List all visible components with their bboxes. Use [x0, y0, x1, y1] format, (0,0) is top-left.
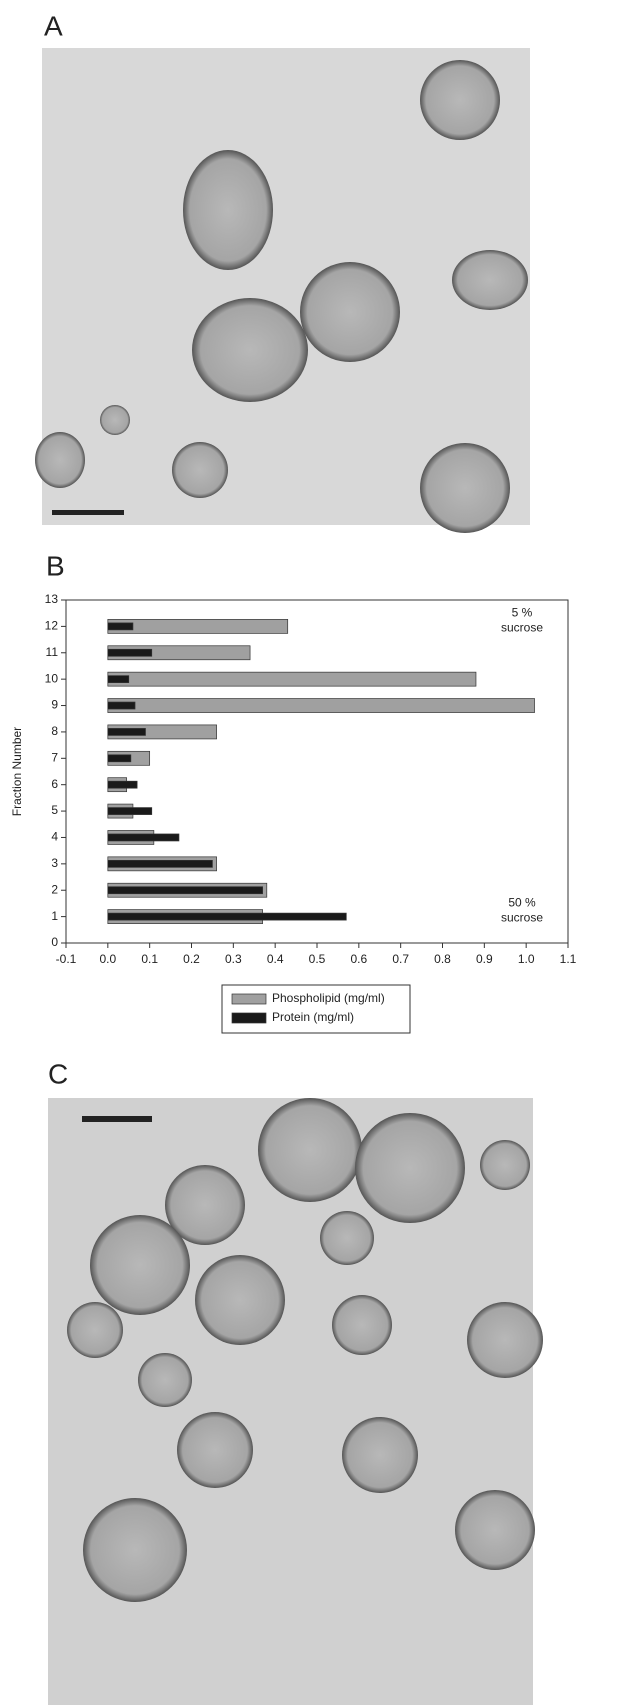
- bar: [108, 860, 213, 867]
- y-tick-label: 2: [51, 882, 58, 896]
- bar: [108, 623, 133, 630]
- micrograph-c: [48, 1098, 543, 1705]
- y-tick-label: 0: [51, 935, 58, 949]
- x-tick-label: 1.0: [518, 952, 535, 966]
- x-tick-label: 0.6: [350, 952, 367, 966]
- x-tick-label: 0.5: [309, 952, 326, 966]
- y-tick-label: 5: [51, 803, 58, 817]
- panel-label: C: [48, 1058, 68, 1089]
- legend-swatch: [232, 994, 266, 1004]
- x-tick-label: -0.1: [56, 952, 77, 966]
- chart: -0.1 0.0 0.1 0.2 0.3 0.4 0.5 0.6 0.7 0.8 0.9 1.0 1.1…: [10, 592, 576, 1033]
- micrograph-a: [35, 48, 530, 533]
- y-tick-label: 1: [51, 909, 58, 923]
- y-tick-label: 11: [46, 645, 59, 659]
- legend-label: Protein (mg/ml): [272, 1010, 354, 1024]
- panel-label: A: [44, 10, 63, 41]
- figure: A B -0.1 0.0 0.1 0.2 0.3 0.4 0.5 0.6 0.7 0.8 0.9 1.…: [0, 0, 627, 1705]
- bar: [108, 649, 152, 656]
- x-tick-label: 0.0: [99, 952, 116, 966]
- annotation: sucrose: [501, 620, 543, 634]
- annotation: 5 %: [512, 605, 533, 619]
- y-tick-label: 12: [45, 619, 59, 633]
- bar: [108, 728, 146, 735]
- bar: [108, 808, 152, 815]
- bar: [108, 702, 135, 709]
- bar: [108, 887, 263, 894]
- x-tick-label: 0.8: [434, 952, 451, 966]
- y-tick-label: 7: [51, 750, 58, 764]
- bar: [108, 699, 535, 713]
- x-tick-label: 0.7: [392, 952, 409, 966]
- x-tick-label: 0.4: [267, 952, 284, 966]
- bar: [108, 672, 476, 686]
- annotation: 50 %: [508, 896, 536, 910]
- y-axis-label: Fraction Number: [10, 727, 24, 816]
- legend-label: Phospholipid (mg/ml): [272, 991, 385, 1005]
- y-tick-label: 10: [45, 671, 59, 685]
- bar: [108, 781, 137, 788]
- bar: [108, 676, 129, 683]
- bar: [108, 755, 131, 762]
- panel-label: B: [46, 550, 65, 581]
- bar: [108, 619, 288, 633]
- y-tick-label: 3: [51, 856, 58, 870]
- x-tick-label: 0.9: [476, 952, 493, 966]
- y-tick-label: 9: [51, 698, 58, 712]
- bar: [108, 913, 346, 920]
- y-tick-label: 8: [51, 724, 58, 738]
- bar: [108, 834, 179, 841]
- y-tick-label: 4: [51, 830, 58, 844]
- legend-swatch: [232, 1013, 266, 1023]
- x-tick-label: 0.3: [225, 952, 242, 966]
- y-tick-label: 6: [51, 777, 58, 791]
- y-tick-label: 13: [45, 592, 59, 606]
- x-tick-label: 0.1: [141, 952, 158, 966]
- annotation: sucrose: [501, 911, 543, 925]
- x-tick-label: 1.1: [560, 952, 577, 966]
- x-tick-label: 0.2: [183, 952, 200, 966]
